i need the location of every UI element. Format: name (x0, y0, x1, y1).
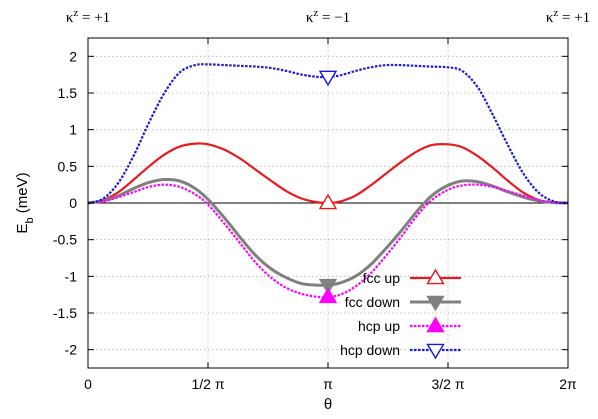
legend: fcc up fcc down hcp up hcp down (340, 268, 461, 360)
x-axis-title: θ (324, 396, 332, 413)
y-tick-label: 2 (69, 48, 77, 64)
legend-label-fcc-up: fcc up (363, 270, 401, 286)
series-marker-hcp-up (318, 287, 338, 304)
y-tick-label: 0.5 (58, 158, 78, 174)
kappa-z-label: κz = +1 (66, 7, 110, 26)
legend-label-hcp-down: hcp down (340, 342, 400, 358)
legend-label-hcp-up: hcp up (358, 318, 400, 334)
top-labels: κz = +1 κz = −1 κz = +1 (66, 7, 590, 26)
y-tick-label: -0.5 (53, 232, 77, 248)
y-axis-title-main: E (14, 224, 31, 234)
series-marker-fcc-down (318, 278, 338, 295)
x-tick-label: 3/2 π (431, 376, 464, 392)
marker-layer (318, 70, 338, 304)
y-tick-label: 1 (69, 122, 77, 138)
x-tick-label: π (323, 376, 333, 392)
kappa-z-label: κz = −1 (306, 7, 350, 26)
legend-label-fcc-down: fcc down (345, 294, 400, 310)
x-tick-label: 1/2 π (191, 376, 224, 392)
y-tick-label: -1.5 (53, 305, 77, 321)
x-tick-label: 2π (559, 376, 577, 392)
legend-marker-fcc-down (426, 295, 445, 312)
kappa-z-label: κz = +1 (546, 7, 590, 26)
series-marker-hcp-down (318, 70, 338, 87)
y-axis-title: Eb (meV) (14, 172, 36, 233)
legend-marker-hcp-down (426, 343, 445, 360)
y-tick-label: -2 (65, 342, 78, 358)
x-tick-label: 0 (84, 376, 92, 392)
legend-marker-hcp-up (426, 316, 445, 333)
series-marker-fcc-up (318, 193, 338, 210)
y-axis-title-sub: b (24, 217, 36, 223)
tick-layer: 0 1/2 π π 3/2 π 2π 2 1.5 1 0.5 0 -0.5 -1 -1.5 -2 (53, 38, 577, 392)
y-axis-title-unit: (meV) (14, 172, 31, 217)
y-tick-label: 0 (69, 195, 77, 211)
series-line-hcp-down (87, 63, 569, 205)
y-tick-label: -1 (65, 268, 78, 284)
y-tick-label: 1.5 (58, 85, 78, 101)
legend-marker-fcc-up (426, 268, 445, 285)
